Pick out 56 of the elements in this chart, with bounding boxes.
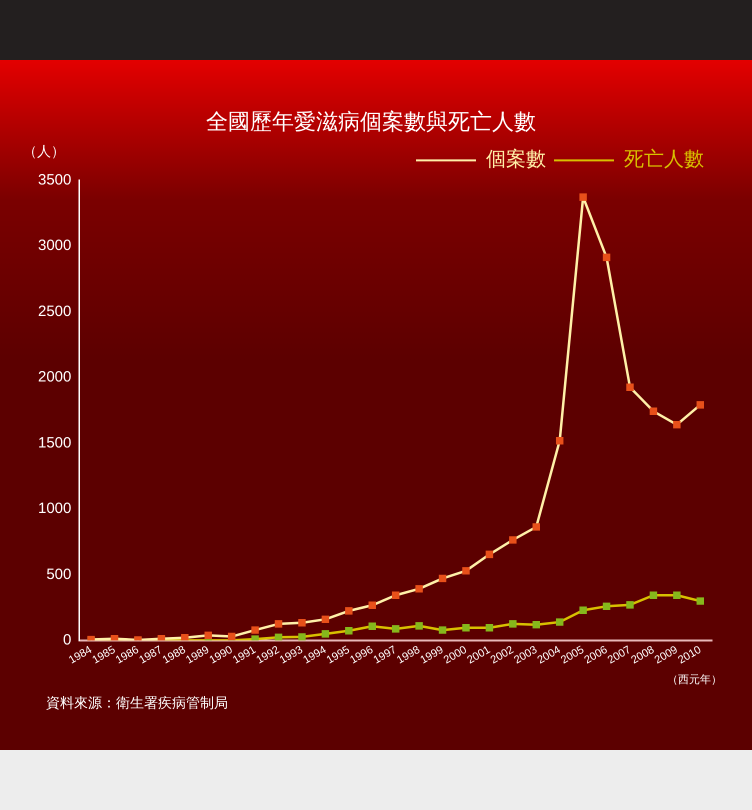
point [556, 618, 564, 626]
point [673, 592, 681, 599]
point [602, 254, 610, 262]
point [345, 627, 353, 634]
point [462, 624, 470, 632]
point [274, 634, 282, 640]
source-note: 資料來源：衛生署疾病管制局 [46, 696, 228, 712]
y-axis-title: （人） [23, 144, 65, 160]
x-tick-label: 2010 [676, 644, 704, 667]
point [251, 626, 259, 634]
point [345, 607, 353, 615]
y-tick-label: 0 [63, 631, 72, 648]
y-tick-label: 1000 [38, 500, 72, 518]
point [274, 620, 282, 628]
point [602, 602, 610, 610]
legend-label: 個案數 [486, 146, 546, 171]
y-tick-label: 3500 [38, 172, 72, 189]
point [626, 601, 634, 609]
point [415, 585, 423, 593]
point [298, 619, 306, 626]
y-tick-label: 500 [46, 566, 72, 583]
point [532, 620, 540, 628]
point [673, 420, 681, 428]
point [438, 626, 446, 634]
point [298, 633, 306, 640]
point [579, 193, 587, 201]
point [181, 634, 189, 640]
legend-label: 死亡人數 [624, 146, 704, 171]
point [579, 606, 587, 614]
x-axis-title: （西元年） [667, 672, 722, 686]
point [486, 624, 494, 632]
point [650, 592, 658, 599]
point [415, 622, 423, 630]
point [322, 630, 330, 638]
y-tick-label: 3000 [38, 237, 72, 254]
point [486, 550, 494, 558]
y-tick-label: 2000 [38, 368, 72, 386]
point [368, 622, 376, 630]
y-tick-label: 1500 [38, 434, 72, 452]
point [392, 625, 400, 633]
point [626, 384, 634, 391]
point [509, 620, 517, 628]
point [650, 408, 658, 416]
point [438, 574, 446, 582]
point [696, 597, 704, 605]
point [532, 523, 540, 531]
point [392, 592, 400, 599]
point [509, 536, 517, 544]
point [696, 401, 704, 409]
point [462, 567, 470, 575]
chart-title: 全國歷年愛滋病個案數與死亡人數 [206, 110, 536, 135]
point [228, 632, 236, 640]
point [368, 602, 376, 609]
point [322, 616, 330, 624]
point [556, 437, 564, 444]
y-tick-label: 2500 [38, 302, 72, 320]
